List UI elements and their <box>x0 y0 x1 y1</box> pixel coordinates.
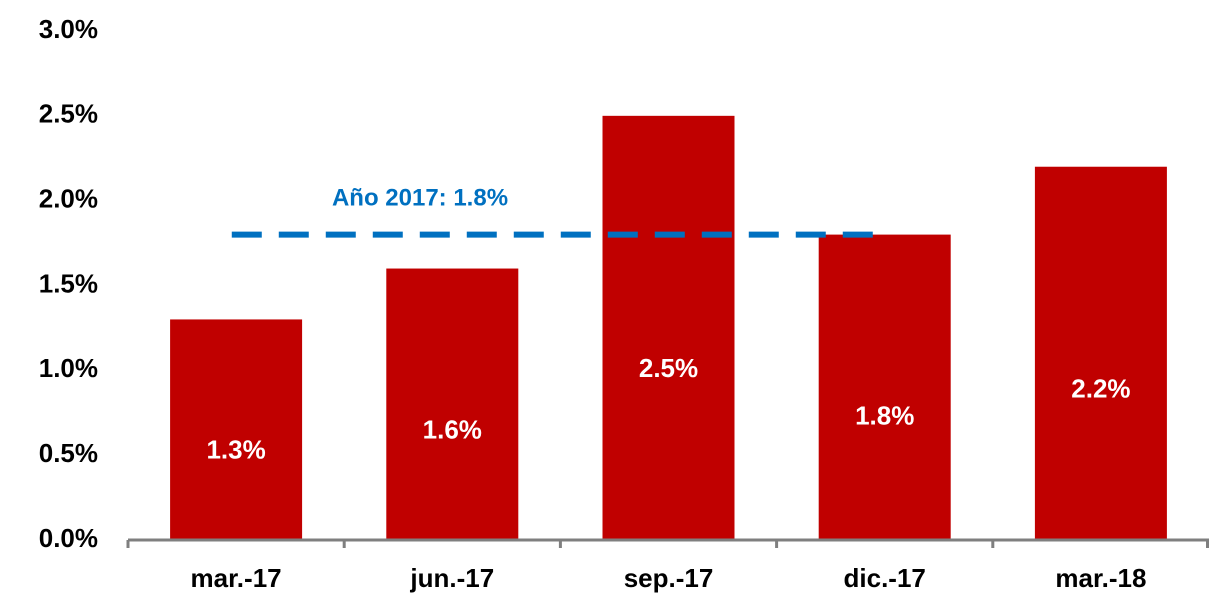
y-tick-label: 2.5% <box>39 99 98 129</box>
x-tick-label: mar.-17 <box>191 563 282 593</box>
value-label: 1.3% <box>206 435 265 465</box>
bar <box>1034 166 1167 540</box>
value-label: 1.8% <box>855 401 914 431</box>
bar <box>386 268 519 540</box>
value-label: 2.2% <box>1071 374 1130 404</box>
reference-label: Año 2017: 1.8% <box>332 184 508 211</box>
bar <box>170 319 303 540</box>
y-tick-label: 1.5% <box>39 268 98 298</box>
value-label: 1.6% <box>423 414 482 444</box>
bar <box>602 115 735 540</box>
x-tick-label: mar.-18 <box>1055 563 1146 593</box>
x-tick-label: dic.-17 <box>844 563 926 593</box>
y-tick-label: 1.0% <box>39 353 98 383</box>
y-tick-label: 0.0% <box>39 523 98 553</box>
value-label: 2.5% <box>639 353 698 383</box>
x-tick-label: sep.-17 <box>624 563 714 593</box>
y-tick-label: 3.0% <box>39 14 98 44</box>
x-tick-label: jun.-17 <box>409 563 494 593</box>
bar <box>818 234 951 540</box>
y-tick-label: 2.0% <box>39 184 98 214</box>
y-tick-label: 0.5% <box>39 438 98 468</box>
